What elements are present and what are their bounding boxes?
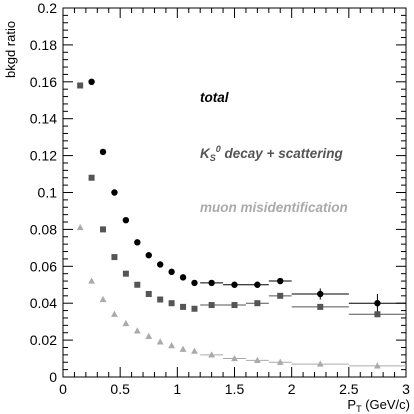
x-tick-label: 3 <box>402 381 410 397</box>
data-point-square <box>231 302 238 309</box>
data-point-circle <box>179 274 187 281</box>
y-tick-label: 0.08 <box>30 221 57 237</box>
series-square <box>77 82 406 318</box>
y-tick-label: 0.14 <box>30 111 57 127</box>
data-point-square <box>77 82 84 89</box>
series-triangle <box>76 223 406 369</box>
data-point-circle <box>88 78 95 86</box>
data-point-circle <box>191 279 198 287</box>
data-point-circle <box>122 216 130 224</box>
data-point-triangle <box>99 295 107 303</box>
y-tick-label: 0.02 <box>30 332 57 348</box>
y-tick-label: 0.2 <box>38 0 58 16</box>
data-point-triangle <box>253 356 261 363</box>
annotation-total: total <box>200 90 229 105</box>
x-tick-label: 0 <box>59 381 67 397</box>
data-point-circle <box>145 252 152 259</box>
data-point-circle <box>231 281 238 288</box>
axes: 0 0.5 1 1.5 2 2.5 3 0 0.02 0.04 0.06 0.08 0.1 0.12 0.1… <box>30 0 410 397</box>
data-point-triangle <box>76 223 84 231</box>
annotation-ks-decay-scattering: KS0 decay + scattering <box>200 144 343 163</box>
data-point-square <box>168 300 175 307</box>
data-point-triangle <box>374 362 381 369</box>
data-point-square <box>111 254 118 261</box>
x-tick-label: 1.5 <box>225 381 245 397</box>
y-tick-label: 0.06 <box>30 258 57 274</box>
data-point-circle <box>99 148 107 156</box>
data-point-square <box>191 305 198 312</box>
data-point-circle <box>317 290 324 298</box>
data-point-circle <box>208 279 215 287</box>
data-point-square <box>88 174 95 181</box>
y-tick-label: 0.04 <box>30 295 57 311</box>
data-point-triangle <box>88 277 95 284</box>
data-point-circle <box>254 281 261 288</box>
data-point-square <box>134 281 141 288</box>
data-point-circle <box>156 261 164 268</box>
series-circle <box>88 78 406 313</box>
data-point-square <box>145 290 152 297</box>
y-tick-label: 0.12 <box>30 148 57 164</box>
x-tick-label: 2 <box>288 381 296 397</box>
data-point-triangle <box>179 345 187 352</box>
data-point-square <box>122 270 129 277</box>
data-point-circle <box>134 239 141 246</box>
data-point-triangle <box>145 332 153 340</box>
data-point-triangle <box>191 347 198 354</box>
data-point-circle <box>111 189 118 196</box>
data-point-triangle <box>111 310 118 317</box>
data-point-triangle <box>156 338 164 345</box>
annotations: total KS0 decay + scattering muon miside… <box>200 90 348 215</box>
annotation-muon-misidentification: muon misidentification <box>200 200 348 215</box>
data-point-triangle <box>208 351 216 358</box>
y-axis-title: bkgd ratio <box>3 21 18 78</box>
data-point-triangle <box>168 342 176 349</box>
y-tick-label: 0 <box>49 369 57 385</box>
data-point-triangle <box>122 319 130 327</box>
data-point-circle <box>374 300 381 307</box>
x-tick-label: 1 <box>173 381 181 397</box>
data-point-square <box>208 302 215 309</box>
x-axis-title: PT (GeV/c) <box>347 397 410 414</box>
x-tick-label: 2.5 <box>339 381 359 397</box>
data-point-triangle <box>133 327 141 334</box>
data-point-circle <box>277 277 284 285</box>
data-point-triangle <box>316 360 324 367</box>
data-point-square <box>317 303 324 310</box>
y-tick-label: 0.1 <box>38 185 58 201</box>
data-series <box>76 78 406 369</box>
y-tick-label: 0.18 <box>30 37 57 53</box>
data-point-circle <box>168 268 175 276</box>
data-point-square <box>374 311 381 318</box>
x-tick-label: 0.5 <box>110 381 130 397</box>
data-point-square <box>180 303 187 310</box>
data-point-triangle <box>231 354 238 362</box>
data-point-triangle <box>276 358 284 365</box>
data-point-square <box>100 226 107 233</box>
data-point-square <box>254 300 261 307</box>
data-point-square <box>157 296 164 303</box>
y-tick-label: 0.16 <box>30 74 57 90</box>
data-point-square <box>277 292 284 299</box>
